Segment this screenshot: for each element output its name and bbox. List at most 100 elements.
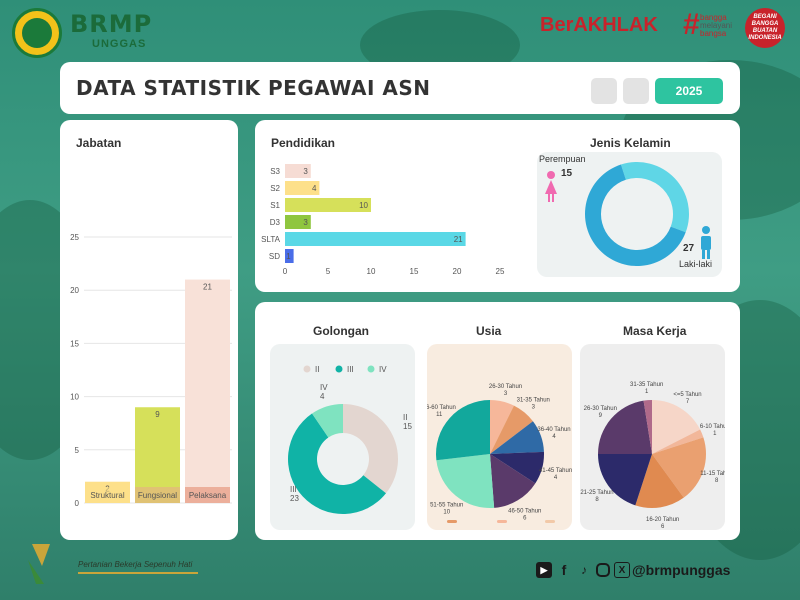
usia-slice	[436, 454, 495, 508]
perempuan-label: Perempuan	[539, 154, 586, 164]
usia-slice	[490, 451, 544, 484]
golongan-legend-label: III	[347, 365, 354, 374]
jabatan-y-tick: 20	[70, 286, 79, 295]
female-icon-head	[547, 171, 555, 179]
masa-slice-value: 8	[715, 478, 719, 484]
masa-slice	[598, 454, 652, 506]
usia-slice-name: 41-45 Tahun	[539, 468, 572, 474]
footer-slogan: Pertanian Bekerja Sepenuh Hati	[78, 560, 193, 569]
usia-slice-value: 3	[504, 391, 508, 397]
masa-slice-name: 6-10 Tahun	[700, 424, 725, 430]
hashtag-icon: #	[683, 8, 700, 41]
usia-slice-name: 46-50 Tahun	[508, 508, 541, 514]
pendidikan-card: Pendidikan S3 3 S2 4 S1 10 D3 3 SLTA 21 SD 1 0 5 10 15 2…	[255, 120, 740, 292]
masa-kerja-title: Masa Kerja	[623, 324, 687, 338]
bangga-line-1: bangga	[700, 13, 727, 22]
pendidikan-bar	[285, 164, 311, 178]
female-icon	[545, 171, 557, 202]
golongan-slice	[288, 413, 387, 514]
female-icon-leg	[548, 194, 550, 202]
laki-label: Laki-laki	[679, 259, 713, 269]
masa-slice	[652, 437, 706, 498]
bangga-line-2: melayani	[700, 21, 733, 30]
pendidikan-value-label: 21	[454, 235, 463, 244]
usia-slice-value: 3	[532, 405, 536, 411]
year-button[interactable]: 2025	[655, 78, 723, 104]
jabatan-x-tick: Pelaksana	[189, 491, 227, 500]
golongan-slice-value: 4	[320, 392, 325, 401]
jabatan-bar-base	[135, 487, 180, 503]
masa-slice-value: 1	[713, 431, 717, 437]
jenis-kelamin-chart	[545, 162, 711, 266]
x-icon[interactable]: X	[614, 562, 630, 578]
jabatan-bar-base	[185, 487, 230, 503]
jabatan-y-tick: 15	[70, 339, 79, 348]
golongan-slice-name: IV	[320, 383, 328, 392]
golongan-slice-value: 23	[290, 494, 299, 503]
masa-slice-name: 16-20 Tahun	[646, 517, 679, 523]
filter-button-1[interactable]	[591, 78, 617, 104]
golongan-legend-marker	[367, 365, 375, 373]
pendidikan-bar	[285, 232, 466, 246]
masa-slice-name: 11-15 Tahun	[700, 471, 725, 477]
bottom-card: Golongan Usia Masa Kerja II III IV II 15 III 2…	[255, 302, 740, 540]
usia-slice	[490, 405, 533, 454]
pendidikan-value-label: 3	[303, 218, 308, 227]
pendidikan-title: Pendidikan	[271, 136, 336, 150]
masa-slice-name: <=5 Tahun	[673, 392, 701, 398]
male-icon-leg	[702, 250, 705, 259]
usia-slice-value: 11	[436, 412, 443, 418]
male-icon	[701, 226, 711, 259]
tiktok-icon[interactable]: ♪	[581, 563, 587, 577]
footer-logo	[28, 544, 50, 584]
masa-slice	[643, 400, 652, 454]
instagram-icon[interactable]	[596, 563, 610, 577]
masa-slice	[652, 400, 701, 454]
brand-subtitle: UNGGAS	[92, 38, 147, 50]
jabatan-x-tick: Struktural	[90, 491, 124, 500]
usia-slice	[490, 421, 544, 454]
golongan-slice-name: II	[403, 413, 407, 422]
brand-logo: BRMP UNGGAS	[70, 10, 152, 50]
social-handle[interactable]: @brmpunggas	[632, 562, 731, 578]
masa-slice	[598, 400, 652, 454]
pendidikan-x-tick: 20	[453, 267, 462, 276]
usia-slice	[490, 454, 536, 508]
jabatan-value-label: 21	[203, 283, 212, 292]
masa-slice-value: 1	[645, 389, 649, 395]
footer-divider	[78, 572, 198, 574]
page-title: DATA STATISTIK PEGAWAI ASN	[76, 76, 431, 100]
masa-slice-value: 9	[599, 413, 603, 419]
golongan-slice	[312, 404, 343, 438]
laki-value: 27	[683, 243, 695, 254]
jabatan-y-tick: 0	[75, 499, 80, 508]
pendidikan-x-tick: 10	[367, 267, 376, 276]
pendidikan-y-tick: S2	[270, 184, 280, 193]
female-icon-body	[545, 180, 557, 194]
perempuan-value: 15	[561, 168, 573, 179]
usia-slice-name: 31-35 Tahun	[517, 398, 550, 404]
social-icons: ▶ f ♪ X	[536, 562, 630, 578]
filter-button-2[interactable]	[623, 78, 649, 104]
jabatan-card: Jabatan 05101520252Struktural9Fungsional…	[60, 120, 238, 540]
male-icon-body	[701, 236, 711, 250]
masa-slice	[652, 429, 704, 454]
pendidikan-value-label: 4	[312, 184, 317, 193]
golongan-legend-label: IV	[379, 365, 387, 374]
bangga-melayani-logo: bangga melayani bangsa	[700, 14, 732, 38]
usia-legend-marker	[545, 520, 555, 523]
berakhlak-logo: BerAKHLAK	[540, 14, 658, 36]
masa-slice-name: 26-30 Tahun	[584, 406, 617, 412]
usia-slice-value: 4	[554, 475, 558, 481]
masa-slice-name: 21-25 Tahun	[580, 490, 613, 496]
golongan-legend-marker	[303, 365, 311, 373]
jabatan-value-label: 9	[155, 410, 160, 419]
golongan-slice-value: 15	[403, 422, 412, 431]
youtube-icon[interactable]: ▶	[536, 562, 552, 578]
masa-slice	[635, 454, 684, 508]
pendidikan-x-tick: 15	[410, 267, 419, 276]
facebook-icon[interactable]: f	[561, 562, 567, 578]
usia-slice	[436, 400, 490, 461]
